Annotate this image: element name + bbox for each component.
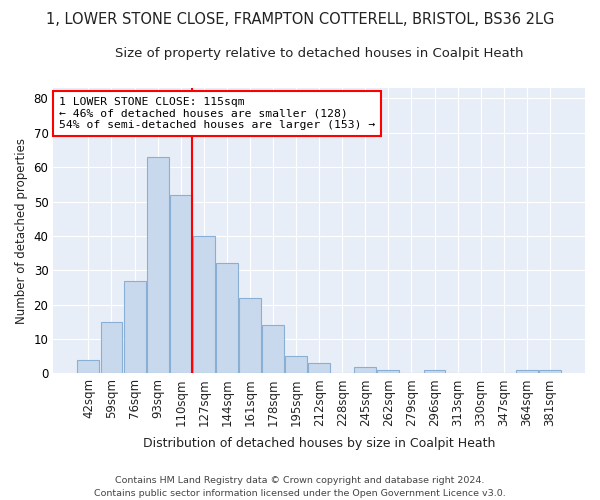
- Bar: [355, 366, 376, 374]
- Bar: [539, 370, 561, 374]
- Text: Contains HM Land Registry data © Crown copyright and database right 2024.
Contai: Contains HM Land Registry data © Crown c…: [94, 476, 506, 498]
- Bar: [170, 194, 191, 374]
- Bar: [216, 264, 238, 374]
- Text: 1, LOWER STONE CLOSE, FRAMPTON COTTERELL, BRISTOL, BS36 2LG: 1, LOWER STONE CLOSE, FRAMPTON COTTERELL…: [46, 12, 554, 28]
- X-axis label: Distribution of detached houses by size in Coalpit Heath: Distribution of detached houses by size …: [143, 437, 496, 450]
- Bar: [262, 326, 284, 374]
- Bar: [193, 236, 215, 374]
- Bar: [239, 298, 261, 374]
- Y-axis label: Number of detached properties: Number of detached properties: [15, 138, 28, 324]
- Bar: [285, 356, 307, 374]
- Bar: [101, 322, 122, 374]
- Bar: [516, 370, 538, 374]
- Bar: [308, 363, 330, 374]
- Bar: [124, 280, 146, 374]
- Bar: [146, 157, 169, 374]
- Bar: [377, 370, 400, 374]
- Text: 1 LOWER STONE CLOSE: 115sqm
← 46% of detached houses are smaller (128)
54% of se: 1 LOWER STONE CLOSE: 115sqm ← 46% of det…: [59, 96, 375, 130]
- Bar: [77, 360, 100, 374]
- Bar: [424, 370, 445, 374]
- Title: Size of property relative to detached houses in Coalpit Heath: Size of property relative to detached ho…: [115, 48, 523, 60]
